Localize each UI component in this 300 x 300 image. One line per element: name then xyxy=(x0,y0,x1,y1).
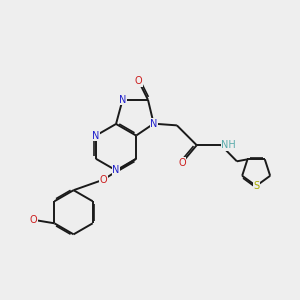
Text: N: N xyxy=(150,119,158,129)
Text: O: O xyxy=(100,175,107,185)
Text: O: O xyxy=(30,215,38,226)
Text: O: O xyxy=(178,158,186,168)
Text: S: S xyxy=(253,181,259,191)
Text: N: N xyxy=(112,165,120,176)
Text: N: N xyxy=(119,95,126,105)
Text: NH: NH xyxy=(221,140,236,150)
Text: O: O xyxy=(135,76,142,86)
Text: N: N xyxy=(92,130,100,141)
